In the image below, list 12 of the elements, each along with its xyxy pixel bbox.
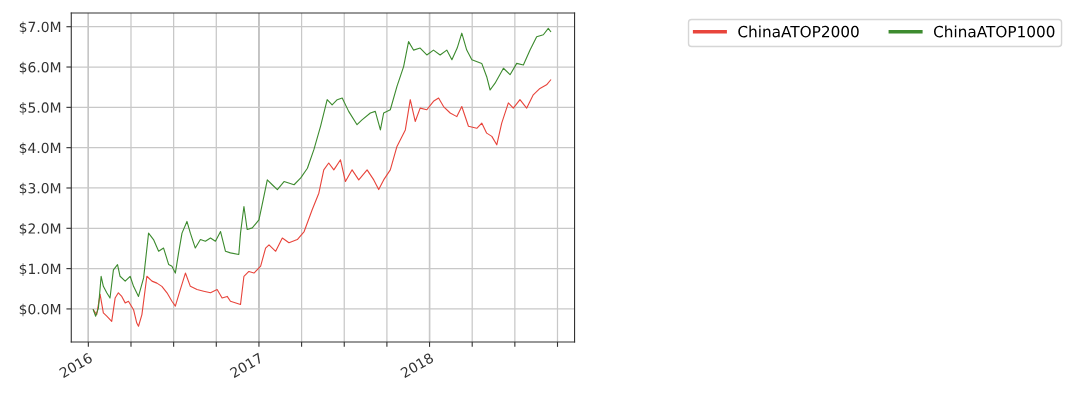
y-tick-label: $6.0M: [19, 61, 61, 75]
y-tick-label: $5.0M: [19, 102, 61, 115]
legend-label: ChinaATOP1000: [933, 25, 1055, 38]
y-tick-label: $7.0M: [19, 21, 61, 35]
y-tick-label: $4.0M: [19, 142, 61, 155]
y-tick-label: $0.0M: [19, 303, 61, 317]
y-tick-label: $1.0M: [19, 263, 61, 276]
line-series: [92, 79, 552, 327]
legend-label: ChinaATOP2000: [738, 25, 859, 38]
line-series: [92, 27, 552, 317]
y-tick-label: $2.0M: [19, 223, 61, 236]
y-tick-label: $3.0M: [19, 182, 61, 196]
